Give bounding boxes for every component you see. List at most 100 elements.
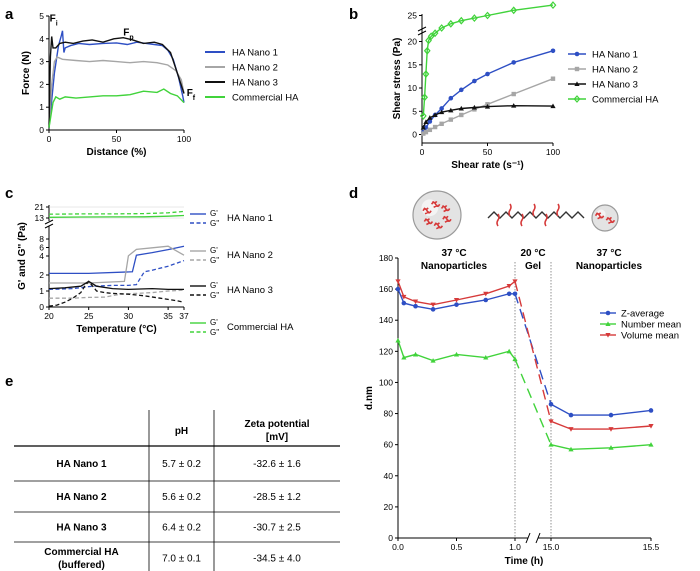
legend-marker <box>574 66 580 72</box>
x-axis-title: Distance (%) <box>86 147 146 158</box>
series-line-HA Nano 1 <box>48 30 185 128</box>
data-point <box>548 401 554 407</box>
panel-label-a: a <box>5 6 14 23</box>
polymer-sidechain <box>496 213 500 227</box>
data-point <box>608 412 614 418</box>
annotation-subscript: i <box>56 20 58 27</box>
data-point <box>550 76 556 81</box>
data-point <box>419 111 427 120</box>
table-cell-zeta: -32.6 ± 1.6 <box>253 459 301 470</box>
data-point <box>550 103 556 109</box>
y-axis-title: G' and G'' (Pa) <box>17 222 28 290</box>
axis-break-mark <box>44 219 54 229</box>
x-tick-label: 50 <box>112 134 122 144</box>
series-transition-Z-average <box>514 293 552 405</box>
legend-marker <box>574 51 580 57</box>
axis-break-mark <box>525 532 541 544</box>
y-axis-title: d.nm <box>364 386 375 410</box>
data-point <box>447 19 455 28</box>
data-point <box>448 107 454 113</box>
y-tick-label: 100 <box>379 377 393 387</box>
polymer-sidechain <box>508 203 512 217</box>
table-cell-ph: 7.0 ± 0.1 <box>162 554 201 565</box>
data-point <box>483 297 489 303</box>
data-point <box>510 6 518 15</box>
y-tick-label: 10 <box>408 83 418 93</box>
data-point <box>422 70 430 78</box>
legend-label: Number mean <box>621 320 681 331</box>
y-tick-label: 60 <box>384 440 394 450</box>
data-point <box>457 16 465 25</box>
series-line-HA Nano 3 G' <box>48 280 184 291</box>
y-tick-label: 25 <box>408 11 418 21</box>
polymer-chain <box>422 207 432 215</box>
panel-b: 0 5 10 15 20 25 0 50 100 Shear rate (s⁻¹) Shear st… <box>392 1 659 171</box>
data-point <box>395 279 401 284</box>
series-line-Commercial HA G' <box>48 214 185 218</box>
series-line-Commercial HA G'' <box>48 210 185 215</box>
table-row-name: HA Nano 1 <box>56 459 107 470</box>
legend-marker <box>605 333 611 338</box>
series-line-Number mean <box>550 444 652 451</box>
y-tick-label: 2 <box>39 270 44 280</box>
data-point <box>423 119 429 124</box>
data-point <box>453 351 460 357</box>
legend-label: HA Nano 3 <box>232 78 278 89</box>
y-tick-label: 20 <box>408 37 418 47</box>
data-point <box>395 286 401 292</box>
polymer-chain <box>430 200 441 208</box>
table-cell-zeta: -28.5 ± 1.2 <box>253 492 301 503</box>
data-point <box>485 71 490 77</box>
legend-group-label: HA Nano 2 <box>227 250 273 261</box>
y-tick-label: 140 <box>379 315 393 325</box>
data-point <box>484 104 491 109</box>
data-point <box>511 60 516 65</box>
polymer-chain <box>605 216 616 224</box>
x-tick-label: 100 <box>546 147 560 157</box>
series-line-Z-average <box>550 403 652 416</box>
x-tick-label: 15.0 <box>543 542 560 552</box>
x-tick-label: 0.5 <box>451 542 463 552</box>
axis-break-mark <box>417 26 427 36</box>
y-tick-label: 80 <box>384 409 394 419</box>
series-line-Number mean <box>397 340 516 362</box>
data-point <box>448 95 454 101</box>
data-point <box>427 127 433 133</box>
legend-gdoubleprime: G'' <box>210 328 220 337</box>
data-point <box>608 427 614 432</box>
data-point <box>472 78 477 84</box>
x-axis-title: Temperature (°C) <box>76 324 157 335</box>
panel-e: pH Zeta potential [mV] HA Nano 1 5.7 ± 0.2 -3… <box>14 410 340 571</box>
x-tick-label: 20 <box>44 311 54 321</box>
x-tick-label: 100 <box>177 134 191 144</box>
legend-gdoubleprime: G'' <box>210 219 220 228</box>
table-cell-ph: 5.6 ± 0.2 <box>162 492 201 503</box>
series-line-HA Nano 2 G' <box>49 245 185 284</box>
x-tick-label: 37 <box>179 311 189 321</box>
y-tick-label: 4 <box>39 251 44 261</box>
panel-d: 0 20 40 60 80 100 120 140 160 180 0.0 0.5 1.0 15.0 15.… <box>364 190 681 567</box>
phase-label-temp: 37 °C <box>441 248 466 259</box>
table-cell-ph: 6.4 ± 0.2 <box>162 523 201 534</box>
legend-gprime: G' <box>210 209 218 218</box>
data-point <box>459 112 464 118</box>
polymer-chain <box>440 205 451 213</box>
series-line-HA Nano 1 G' <box>49 245 185 275</box>
data-point <box>506 284 512 289</box>
data-point <box>471 14 478 23</box>
legend-label: HA Nano 1 <box>592 50 638 61</box>
data-point <box>568 446 574 452</box>
data-point <box>431 29 439 38</box>
series-transition-Volume mean <box>514 281 552 422</box>
data-point <box>648 408 654 413</box>
data-point <box>421 93 429 102</box>
data-point <box>430 307 436 312</box>
nanoparticle-large-highlight <box>421 199 439 217</box>
y-tick-label: 40 <box>384 471 394 481</box>
legend-marker <box>605 310 611 316</box>
data-point <box>471 104 477 110</box>
legend-gprime: G' <box>210 281 218 290</box>
table-row-name: HA Nano 3 <box>56 523 107 534</box>
data-point <box>427 115 433 120</box>
